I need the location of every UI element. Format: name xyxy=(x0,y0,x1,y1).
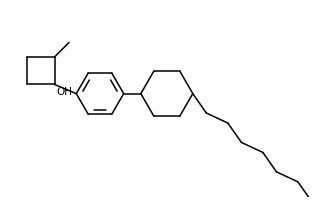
Text: OH: OH xyxy=(56,87,72,97)
